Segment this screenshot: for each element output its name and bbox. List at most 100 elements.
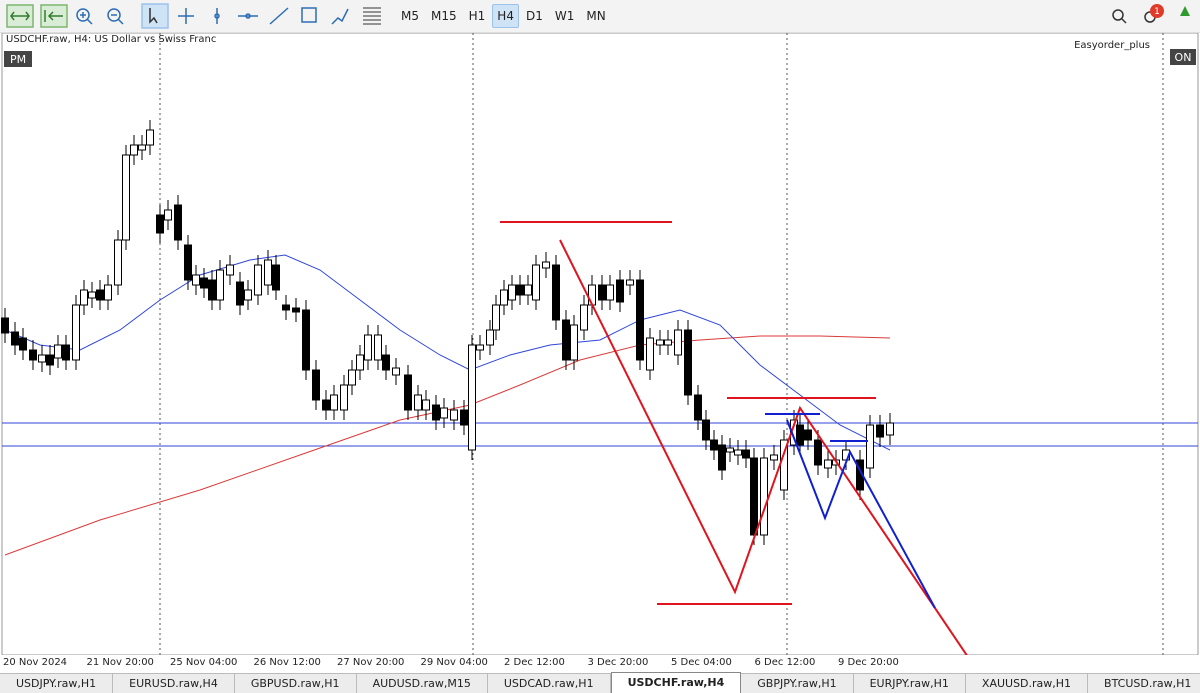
toolbar-icons: [6, 3, 1190, 29]
timeframe-bar: M5 M15 H1 H4 D1 W1 MN: [396, 4, 611, 28]
session-badge: PM: [10, 53, 26, 66]
candle-body: [516, 284, 524, 296]
candle-body: [440, 407, 448, 419]
candle-body: [184, 244, 192, 281]
time-label: 26 Nov 12:00: [253, 657, 321, 668]
candle-body: [302, 309, 310, 371]
timeframe-button[interactable]: M15: [431, 9, 457, 23]
candle-body: [236, 281, 244, 306]
candle-body: [866, 424, 874, 469]
candle-body: [552, 264, 560, 321]
time-label: 5 Dec 04:00: [671, 657, 732, 668]
candle-body: [710, 439, 718, 451]
candle-body: [72, 304, 80, 361]
candle-body: [824, 459, 832, 469]
candle-body: [164, 209, 172, 221]
chart-tab[interactable]: XAUUSD.raw,H1: [966, 674, 1089, 693]
candle-body: [374, 334, 382, 361]
candle-body: [542, 261, 550, 269]
chart-tab[interactable]: USDCAD.raw,H1: [488, 674, 611, 693]
candle-body: [702, 419, 710, 441]
chart-tab[interactable]: USDCHF.raw,H4: [610, 672, 742, 693]
candle-body: [804, 429, 812, 441]
candle-body: [11, 331, 19, 346]
candle-body: [348, 369, 356, 386]
chart-tab[interactable]: EURUSD.raw,H4: [113, 674, 235, 693]
candle-body: [1, 317, 9, 334]
candle-body: [364, 334, 372, 361]
moving-average-fast: [4, 254, 891, 451]
candle-body: [674, 329, 682, 356]
candle-body: [684, 329, 692, 396]
candle-body: [524, 284, 532, 296]
chart-area: USDCHF.raw, H4: US Dollar vs Swiss Franc…: [1, 33, 1199, 655]
drawn-line-red: [559, 239, 968, 655]
candle-body: [382, 354, 390, 371]
candle-body: [80, 289, 88, 306]
chart-tab[interactable]: USDJPY.raw,H1: [0, 674, 114, 693]
candle-body: [726, 447, 734, 453]
timeframe-button[interactable]: W1: [554, 9, 575, 23]
chart-tab[interactable]: GBPJPY.raw,H1: [741, 674, 854, 693]
candle-body: [770, 454, 778, 461]
candle-body: [340, 384, 348, 411]
time-label: 2 Dec 12:00: [504, 657, 565, 668]
candle-body: [29, 349, 37, 361]
candle-body: [356, 354, 364, 371]
candle-body: [244, 289, 252, 301]
candle-body: [570, 324, 578, 361]
time-label: 9 Dec 20:00: [838, 657, 899, 668]
candle-body: [588, 284, 596, 306]
moving-average-slow: [4, 335, 891, 556]
candle-body: [254, 264, 262, 296]
candle-body: [734, 449, 742, 456]
candle-body: [322, 399, 330, 411]
candle-body: [508, 284, 516, 301]
timeframe-button[interactable]: M5: [401, 9, 419, 23]
chart-tabs: USDJPY.raw,H1 EURUSD.raw,H4 GBPUSD.raw,H1 A…: [0, 672, 1200, 693]
candle-body: [104, 284, 112, 301]
candle-body: [62, 344, 70, 361]
chart-tab[interactable]: AUDUSD.raw,M15: [357, 674, 488, 693]
plot: [1, 33, 1198, 655]
candle-body: [616, 279, 624, 303]
candle-body: [450, 409, 458, 421]
candle-body: [598, 284, 606, 301]
time-label: 27 Nov 20:00: [337, 657, 405, 668]
chart-tab[interactable]: BTCUSD.raw,H1: [1088, 674, 1200, 693]
expert-name: Easyorder_plus: [1074, 40, 1150, 51]
candle-body: [606, 284, 614, 301]
candle-body: [264, 259, 272, 286]
candle-body: [46, 354, 54, 366]
candle-body: [392, 367, 400, 376]
timeframe-button[interactable]: MN: [586, 9, 606, 23]
candle-body: [468, 344, 476, 451]
candle-body: [814, 439, 822, 466]
candle-body: [216, 269, 224, 301]
drawn-line-blue: [786, 419, 936, 609]
candle-body: [330, 394, 338, 411]
toolbar: 1 M5 M15 H1 H4 D1 W1 MN: [0, 0, 1200, 33]
chart-frame: [1, 33, 1199, 655]
timeframe-button[interactable]: H4: [492, 4, 519, 28]
candle-body: [38, 354, 46, 363]
candle-body: [404, 374, 412, 411]
candle-body: [272, 264, 280, 291]
candle-body: [760, 457, 768, 536]
candle-body: [122, 154, 130, 241]
candle-body: [460, 409, 468, 426]
chart-tab[interactable]: GBPUSD.raw,H1: [235, 674, 357, 693]
timeframe-button[interactable]: D1: [525, 9, 543, 23]
candle-body: [664, 339, 672, 346]
session-badge-bg: [4, 51, 32, 67]
candle-body: [208, 279, 216, 301]
time-label: 29 Nov 04:00: [420, 657, 488, 668]
candle-body: [636, 279, 644, 361]
chart-tab[interactable]: EURJPY.raw,H1: [854, 674, 966, 693]
candle-body: [414, 394, 422, 411]
status: ON: [1175, 51, 1192, 64]
timeframe-button[interactable]: H1: [468, 9, 486, 23]
candle-body: [656, 339, 664, 346]
candle-body: [432, 404, 440, 421]
candle-body: [876, 424, 884, 438]
